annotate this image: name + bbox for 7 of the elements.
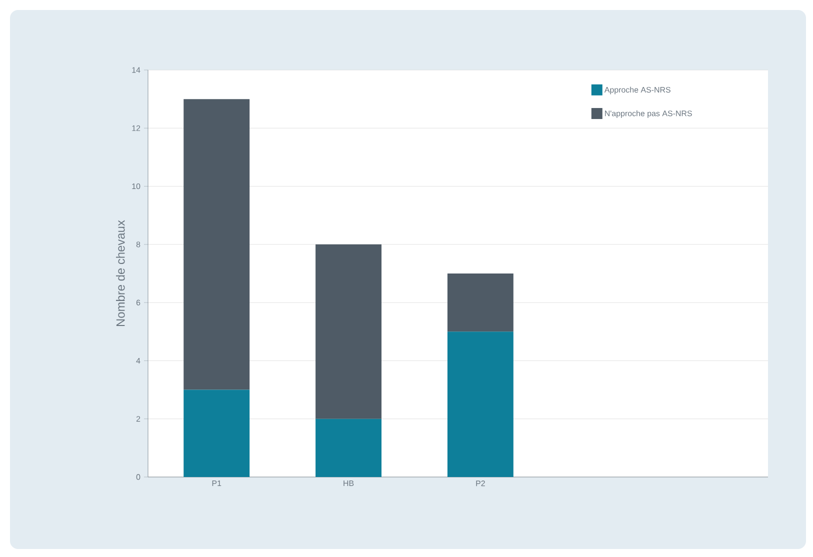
bar bbox=[447, 332, 514, 477]
bar bbox=[316, 244, 382, 419]
bar bbox=[316, 418, 382, 477]
bar bbox=[184, 99, 250, 390]
bar bbox=[447, 273, 514, 332]
bar bbox=[184, 390, 250, 477]
y-axis-title: Nombre de chevaux bbox=[116, 220, 125, 326]
